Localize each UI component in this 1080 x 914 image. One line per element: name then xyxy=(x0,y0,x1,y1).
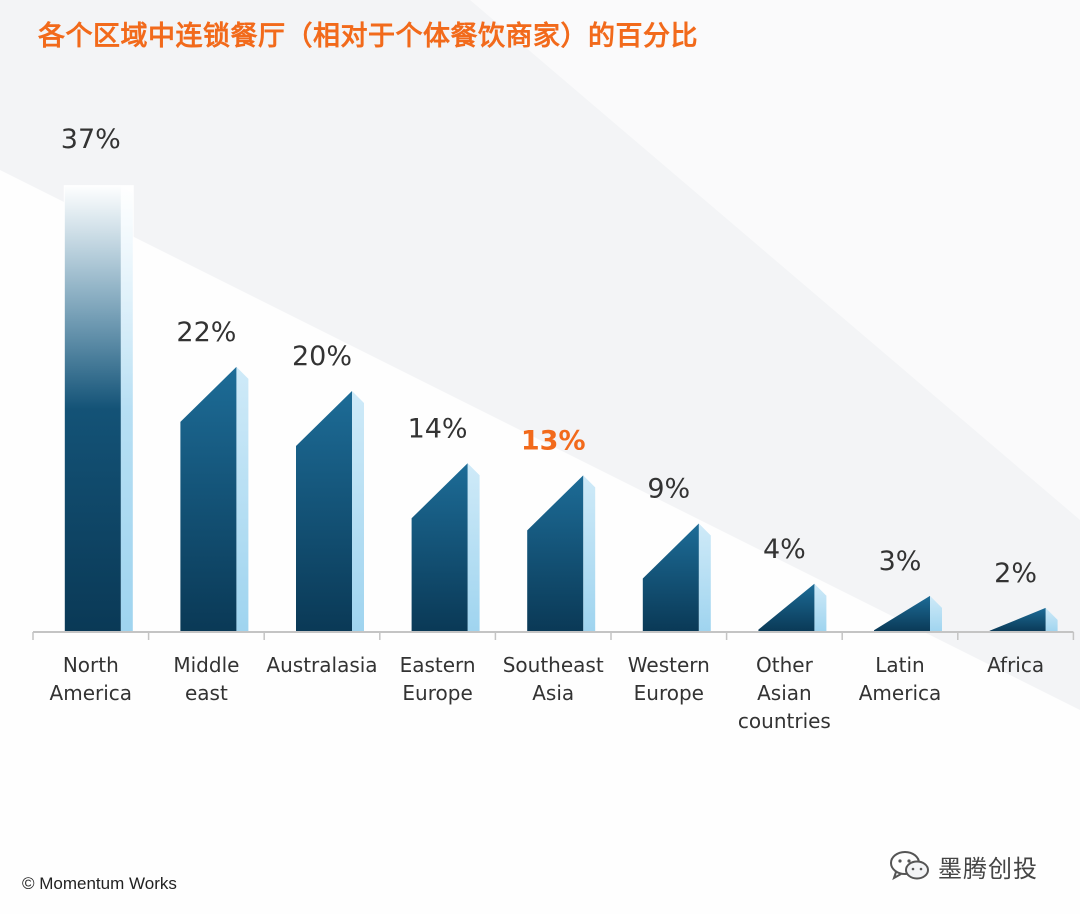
category-label-6: Other Asian countries xyxy=(738,653,831,733)
bar-shadow-4 xyxy=(583,475,596,632)
copyright-notice: © Momentum Works xyxy=(22,874,177,893)
value-label-8: 2% xyxy=(994,558,1037,589)
chart-title: 各个区域中连锁餐厅（相对于个体餐饮商家）的百分比 xyxy=(38,21,698,52)
value-labels-group: 37% 22% 20% 14% 13% 9% 4% 3% 2% xyxy=(61,124,1037,589)
category-label-7: Latin America xyxy=(859,653,942,705)
value-label-1: 22% xyxy=(176,317,236,348)
value-label-6: 4% xyxy=(763,534,806,565)
value-label-5: 9% xyxy=(647,474,690,505)
bar-shadow-3 xyxy=(467,463,480,632)
bar-8 xyxy=(989,607,1046,632)
bar-shadow-8 xyxy=(1045,607,1058,632)
value-label-3: 14% xyxy=(408,413,468,444)
x-axis xyxy=(32,631,1075,640)
bar-2 xyxy=(296,391,352,632)
category-label-8: Africa xyxy=(987,653,1044,677)
bars-group xyxy=(63,185,1058,633)
bar-5 xyxy=(642,523,699,632)
category-labels-group: North America Middle east Australasia Eastern… xyxy=(50,653,1045,733)
wechat-icon xyxy=(890,851,929,881)
value-label-7: 3% xyxy=(879,546,922,577)
value-label-2: 20% xyxy=(292,341,352,372)
bar-6 xyxy=(758,583,815,632)
bar-shadow-6 xyxy=(814,583,827,632)
bar-1 xyxy=(180,366,237,632)
bar-shadow-5 xyxy=(698,523,711,632)
bar-4 xyxy=(527,475,584,632)
bar-shadow-1 xyxy=(236,366,249,632)
watermark: 墨腾创投 xyxy=(888,846,1038,886)
watermark-text: 墨腾创投 xyxy=(938,854,1038,883)
category-label-2: Australasia xyxy=(266,653,377,677)
value-label-4: 13% xyxy=(521,425,586,456)
bar-shadow-2 xyxy=(352,391,364,632)
bar-fade-0 xyxy=(63,185,134,633)
category-label-5: Western Europe xyxy=(628,653,710,705)
bar-7 xyxy=(874,595,930,632)
category-label-3: Eastern Europe xyxy=(400,653,476,705)
bar-3 xyxy=(411,463,468,632)
category-label-1: Middle east xyxy=(173,653,239,705)
value-label-0: 37% xyxy=(61,124,121,155)
bar-shadow-7 xyxy=(930,595,942,632)
category-label-4: Southeast Asia xyxy=(503,653,604,705)
category-label-0: North America xyxy=(50,653,133,705)
